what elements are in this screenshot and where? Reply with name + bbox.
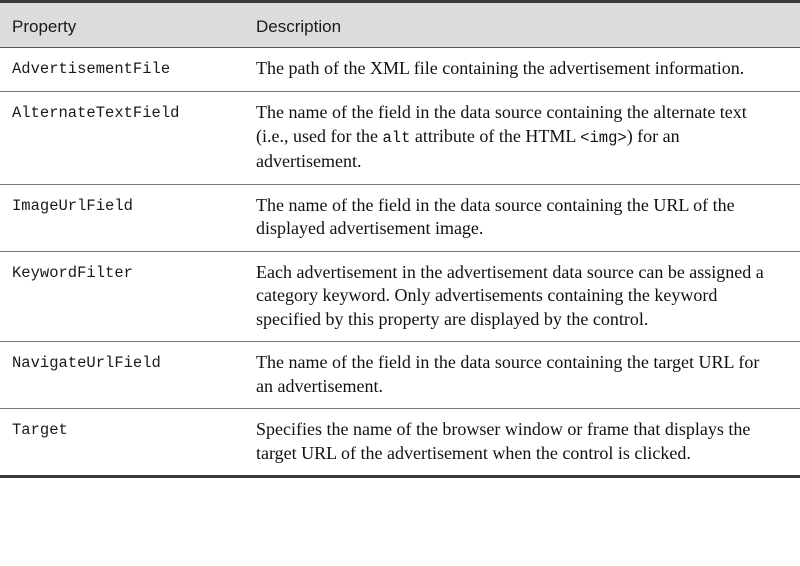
table-header-row: Property Description [0, 1, 800, 48]
description-cell: The path of the XML file containing the … [256, 58, 745, 78]
description-cell: Each advertisement in the advertisement … [256, 261, 764, 329]
table-row: AlternateTextField The name of the field… [0, 91, 800, 185]
description-text: The name of the field in the data source… [256, 102, 747, 146]
description-text: attribute of the HTML [410, 125, 581, 146]
header-description: Description [256, 17, 342, 36]
table-row: KeywordFilter Each advertisement in the … [0, 251, 800, 342]
description-cell: The name of the field in the data source… [256, 194, 735, 239]
description-text: ) for an advertisement. [256, 125, 680, 172]
description-cell: The name of the field in the data source… [256, 352, 760, 396]
property-cell: AdvertisementFile [12, 60, 171, 78]
code-img: <img> [580, 128, 627, 147]
table-row: NavigateUrlField The name of the field i… [0, 341, 800, 409]
property-cell: KeywordFilter [12, 263, 133, 282]
property-cell: ImageUrlField [12, 196, 133, 215]
description-cell: The name of the field in the data source… [256, 92, 800, 185]
property-cell: AlternateTextField [12, 104, 180, 122]
table-row: ImageUrlField The name of the field in t… [0, 184, 800, 251]
code-alt: alt [382, 128, 411, 147]
table-row: AdvertisementFile The path of the XML fi… [0, 47, 800, 92]
table-row: Target Specifies the name of the browser… [0, 408, 800, 477]
property-cell: Target [12, 421, 68, 439]
property-table: Property Description AdvertisementFile T… [0, 0, 800, 478]
description-cell: Specifies the name of the browser window… [256, 419, 751, 463]
property-cell: NavigateUrlField [12, 354, 161, 372]
header-property: Property [12, 17, 77, 36]
